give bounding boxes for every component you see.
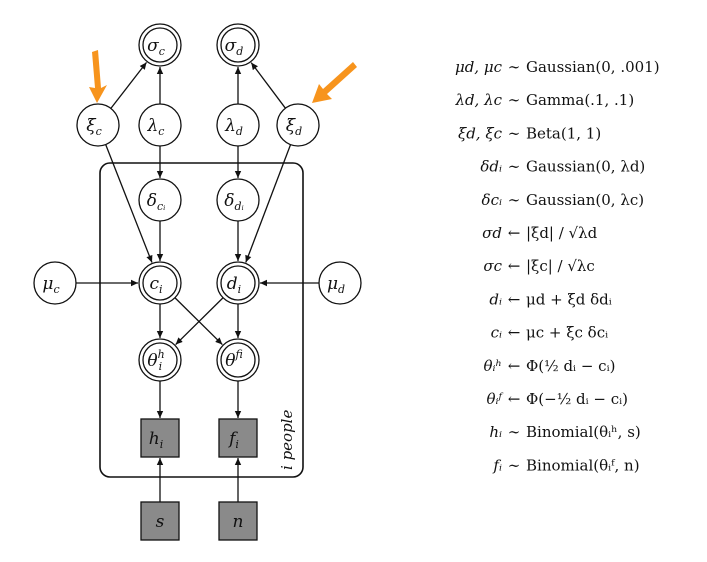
node-sigma-d: σd xyxy=(217,24,259,66)
nodes: σc σd ξc λc λd ξd δcᵢ δdᵢ μc ci di μd θhi θfi hi fi s n xyxy=(34,24,361,540)
equation-operator: ∼ xyxy=(508,124,521,142)
equation-rhs: Gaussian(0, .001) xyxy=(526,58,660,76)
equation-rhs: Gaussian(0, λd) xyxy=(526,158,645,176)
node-lambda-d: λd xyxy=(217,104,259,146)
equation-operator: ∼ xyxy=(508,191,521,209)
equation-rhs: Gaussian(0, λc) xyxy=(526,191,644,209)
node-xi-c: ξc xyxy=(77,104,119,146)
node-xi-d: ξd xyxy=(277,104,319,146)
edge-xi-d-to-sigma-d xyxy=(251,63,285,109)
node-s: s xyxy=(141,502,179,540)
node-label: n xyxy=(233,512,244,532)
node-sigma-c: σc xyxy=(139,24,181,66)
node-delta-ci: δcᵢ xyxy=(139,179,181,221)
equation-lhs: fᵢ xyxy=(492,456,502,474)
equation-operator: ∼ xyxy=(508,456,521,474)
equation-row: θᵢᶠ ← Φ(−½ dᵢ − cᵢ) xyxy=(486,390,628,408)
equation-row: δcᵢ ∼ Gaussian(0, λc) xyxy=(482,191,645,209)
equation-row: cᵢ ← μc + ξc δcᵢ xyxy=(491,324,609,342)
equation-lhs: δcᵢ xyxy=(482,191,502,209)
node-c-i: ci xyxy=(139,262,181,304)
equation-operator: ← xyxy=(508,390,521,408)
equation-lhs: cᵢ xyxy=(491,324,502,342)
equation-lhs: σc xyxy=(483,257,502,275)
equation-operator: ← xyxy=(508,257,521,275)
equation-rhs: Gamma(.1, .1) xyxy=(526,91,634,109)
equation-operator: ∼ xyxy=(508,423,521,441)
equation-rhs: Binomial(θᵢᶠ, n) xyxy=(526,456,640,474)
equation-row: δdᵢ ∼ Gaussian(0, λd) xyxy=(480,158,645,176)
node-h-i: hi xyxy=(141,419,179,457)
equation-row: σc ← |ξc| / √λc xyxy=(483,257,594,275)
equation-row: μd, μc ∼ Gaussian(0, .001) xyxy=(455,58,660,76)
node-mu-c: μc xyxy=(34,262,76,304)
equation-row: ξd, ξc ∼ Beta(1, 1) xyxy=(458,124,601,142)
equation-lhs: σd xyxy=(482,224,502,242)
node-f-i: fi xyxy=(219,419,257,457)
equation-lhs: λd, λc xyxy=(454,91,502,109)
equation-rhs: |ξd| / √λd xyxy=(526,224,598,242)
equation-rhs: Φ(½ dᵢ − cᵢ) xyxy=(526,357,615,375)
equation-lhs: δdᵢ xyxy=(480,158,502,176)
equation-row: λd, λc ∼ Gamma(.1, .1) xyxy=(454,91,634,109)
edge-xi-c-to-sigma-c xyxy=(111,62,147,108)
equation-lhs: hᵢ xyxy=(489,423,502,441)
equation-rhs: |ξc| / √λc xyxy=(526,257,595,275)
equation-lhs: ξd, ξc xyxy=(458,124,503,142)
equation-lhs: dᵢ xyxy=(489,290,502,308)
equation-row: θᵢʰ ← Φ(½ dᵢ − cᵢ) xyxy=(483,357,615,375)
equations-block: μd, μc ∼ Gaussian(0, .001) λd, λc ∼ Gamma(.1,… xyxy=(454,58,659,474)
equation-operator: ← xyxy=(508,290,521,308)
node-label: s xyxy=(156,512,165,532)
node-lambda-c: λc xyxy=(139,104,181,146)
equation-operator: ∼ xyxy=(508,58,521,76)
equation-row: dᵢ ← μd + ξd δdᵢ xyxy=(489,290,611,308)
node-n: n xyxy=(219,502,257,540)
equation-operator: ∼ xyxy=(508,91,521,109)
node-theta-h: θh i xyxy=(139,339,181,381)
plate-label: i people xyxy=(278,410,296,470)
equation-row: σd ← |ξd| / √λd xyxy=(482,224,597,242)
node-mu-d: μd xyxy=(319,262,361,304)
plate-i-people xyxy=(100,163,303,477)
equation-operator: ← xyxy=(508,224,521,242)
equation-rhs: μc + ξc δcᵢ xyxy=(526,324,608,342)
equation-operator: ∼ xyxy=(508,158,521,176)
node-d-i: di xyxy=(217,262,259,304)
equation-lhs: μd, μc xyxy=(455,58,503,76)
equation-row: fᵢ ∼ Binomial(θᵢᶠ, n) xyxy=(492,456,639,474)
equation-lhs: θᵢʰ xyxy=(483,357,502,375)
highlight-arrow-xi-c xyxy=(89,50,107,103)
node-label: θh i xyxy=(147,348,164,373)
node-delta-di: δdᵢ xyxy=(217,179,259,221)
equation-operator: ← xyxy=(508,357,521,375)
equation-operator: ← xyxy=(508,324,521,342)
equation-rhs: Beta(1, 1) xyxy=(526,124,601,142)
equation-lhs: θᵢᶠ xyxy=(486,390,503,408)
equation-rhs: Φ(−½ dᵢ − cᵢ) xyxy=(526,390,628,408)
highlight-arrow-xi-d xyxy=(312,62,357,103)
node-theta-f: θfi xyxy=(217,339,259,381)
equation-rhs: μd + ξd δdᵢ xyxy=(526,290,612,308)
equation-rhs: Binomial(θᵢʰ, s) xyxy=(526,423,641,441)
equation-row: hᵢ ∼ Binomial(θᵢʰ, s) xyxy=(489,423,640,441)
